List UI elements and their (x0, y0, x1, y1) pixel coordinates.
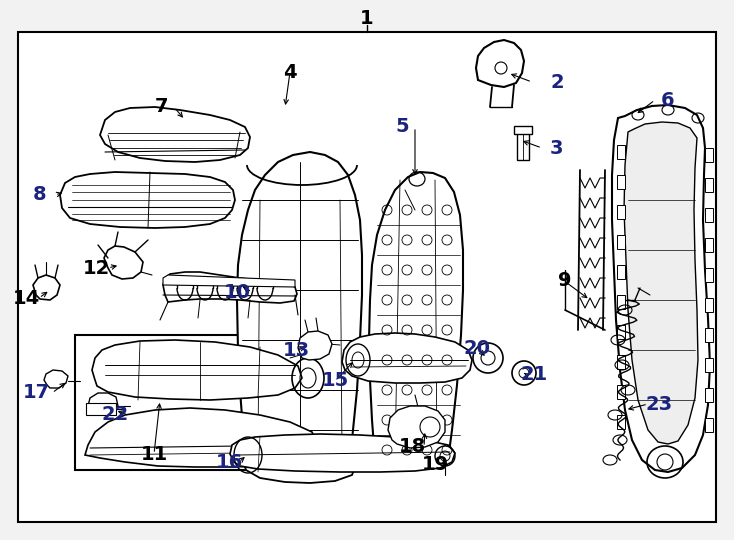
Bar (705, 268, 713, 282)
Bar (517, 130, 529, 160)
Bar (705, 238, 713, 252)
Polygon shape (476, 40, 524, 87)
Bar (705, 418, 713, 432)
Text: 18: 18 (399, 437, 426, 456)
Bar (617, 145, 625, 159)
Text: 13: 13 (283, 341, 310, 361)
Bar (705, 298, 713, 312)
Bar (617, 205, 625, 219)
Bar (705, 178, 713, 192)
Text: 17: 17 (23, 383, 50, 402)
Polygon shape (33, 275, 60, 300)
Polygon shape (298, 331, 332, 360)
Polygon shape (237, 152, 362, 460)
Text: 20: 20 (463, 339, 490, 357)
Text: 9: 9 (559, 271, 572, 289)
Text: 23: 23 (645, 395, 672, 414)
Bar (617, 415, 625, 429)
Polygon shape (342, 333, 472, 383)
Bar (705, 148, 713, 162)
Bar (705, 208, 713, 222)
Polygon shape (612, 105, 710, 472)
Text: 8: 8 (33, 186, 47, 205)
Polygon shape (100, 107, 250, 162)
Text: 21: 21 (520, 366, 548, 384)
Polygon shape (369, 172, 463, 460)
Text: 22: 22 (101, 406, 128, 424)
Polygon shape (243, 460, 356, 483)
Bar (514, 126, 532, 134)
Text: 10: 10 (223, 282, 250, 301)
Polygon shape (60, 172, 235, 228)
Polygon shape (163, 272, 297, 303)
Text: 4: 4 (283, 63, 297, 82)
Bar (617, 295, 625, 309)
Bar (617, 355, 625, 369)
Bar (705, 328, 713, 342)
Text: 7: 7 (154, 98, 168, 117)
Text: 5: 5 (395, 118, 409, 137)
Bar (705, 388, 713, 402)
Text: 16: 16 (215, 453, 243, 471)
Text: 12: 12 (82, 259, 109, 278)
Bar (617, 235, 625, 249)
Polygon shape (163, 275, 295, 287)
Text: 1: 1 (360, 9, 374, 28)
Text: 19: 19 (421, 455, 448, 474)
Text: 6: 6 (661, 91, 675, 110)
Polygon shape (624, 122, 698, 444)
Text: 11: 11 (140, 444, 167, 463)
Polygon shape (388, 406, 445, 448)
Bar (75, 335, 350, 470)
Polygon shape (88, 393, 118, 415)
Text: 14: 14 (12, 288, 40, 307)
Bar (86, 403, 116, 415)
Bar (617, 325, 625, 339)
Bar (617, 385, 625, 399)
Polygon shape (92, 340, 302, 400)
Bar (617, 175, 625, 189)
Text: 3: 3 (549, 138, 563, 158)
Polygon shape (104, 246, 143, 279)
Bar (705, 358, 713, 372)
Text: 15: 15 (321, 372, 349, 390)
Bar (617, 265, 625, 279)
Polygon shape (85, 408, 318, 467)
Polygon shape (230, 434, 455, 472)
Text: 2: 2 (550, 72, 564, 91)
Polygon shape (44, 370, 68, 388)
